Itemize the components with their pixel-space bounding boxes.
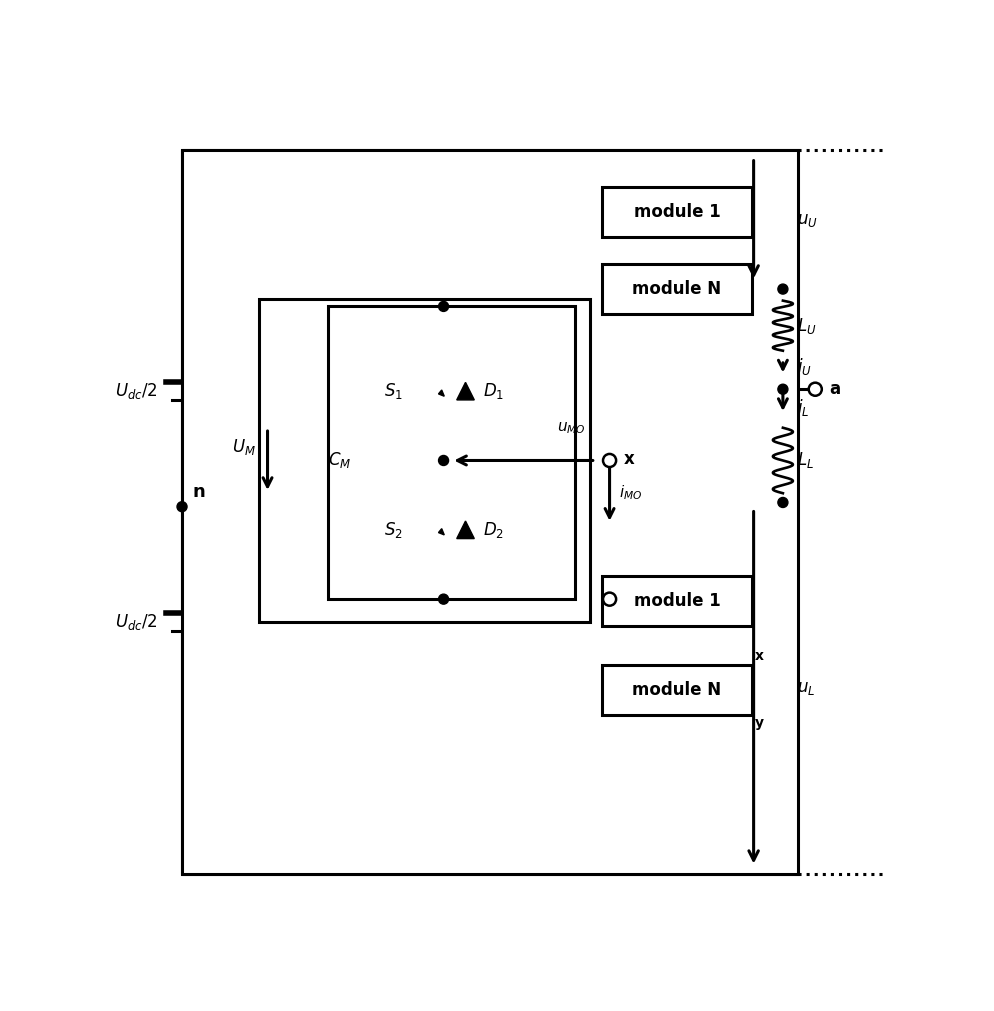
Text: $D_1$: $D_1$ <box>483 381 504 401</box>
Text: module N: module N <box>632 280 722 298</box>
Text: $U_{dc}/2$: $U_{dc}/2$ <box>114 613 157 632</box>
Circle shape <box>603 454 616 467</box>
Circle shape <box>438 301 448 311</box>
Circle shape <box>438 594 448 605</box>
Circle shape <box>778 284 788 294</box>
Text: $U_M$: $U_M$ <box>233 437 256 457</box>
Bar <box>602 264 752 314</box>
Circle shape <box>778 497 788 508</box>
Bar <box>602 187 752 238</box>
Text: a: a <box>829 380 840 398</box>
Text: y: y <box>754 716 763 730</box>
Text: $L_U$: $L_U$ <box>797 315 816 336</box>
Text: $S_2$: $S_2$ <box>385 520 404 540</box>
Text: $i_L$: $i_L$ <box>797 397 809 419</box>
Text: y: y <box>623 590 634 609</box>
Bar <box>182 150 798 875</box>
Text: $D_2$: $D_2$ <box>483 520 504 540</box>
Text: module 1: module 1 <box>633 592 721 610</box>
Text: $u_{MO}$: $u_{MO}$ <box>557 421 585 436</box>
Circle shape <box>603 592 616 606</box>
Circle shape <box>177 501 187 512</box>
Text: n: n <box>192 483 205 501</box>
Text: $i_U$: $i_U$ <box>797 356 812 377</box>
Circle shape <box>438 456 448 465</box>
Text: x: x <box>754 649 763 663</box>
Polygon shape <box>438 529 444 535</box>
Text: module N: module N <box>632 680 722 699</box>
Text: x: x <box>623 450 634 468</box>
Text: $C_M$: $C_M$ <box>328 451 351 470</box>
Bar <box>328 306 575 600</box>
Bar <box>602 576 752 626</box>
Circle shape <box>809 383 822 395</box>
Bar <box>602 664 752 715</box>
Text: $i_{MO}$: $i_{MO}$ <box>619 483 642 502</box>
Text: $u_L$: $u_L$ <box>797 679 815 698</box>
Text: $u_U$: $u_U$ <box>797 210 818 228</box>
Polygon shape <box>438 390 444 396</box>
Text: $S_1$: $S_1$ <box>385 381 404 401</box>
Circle shape <box>778 384 788 394</box>
Text: $L_L$: $L_L$ <box>797 451 814 470</box>
Polygon shape <box>456 521 474 539</box>
Bar <box>259 298 590 622</box>
Text: module 1: module 1 <box>633 203 721 221</box>
Text: $U_{dc}/2$: $U_{dc}/2$ <box>114 381 157 401</box>
Polygon shape <box>456 382 474 400</box>
